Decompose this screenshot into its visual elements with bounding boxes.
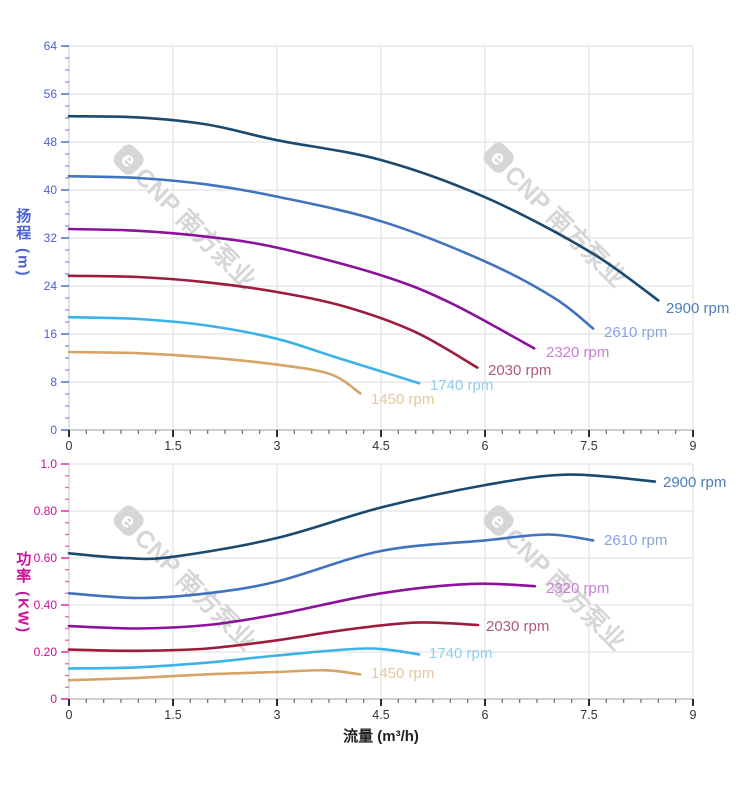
curve-1450-rpm <box>67 668 362 682</box>
y-tick-label: 64 <box>44 39 58 53</box>
y-tick-label: 0 <box>50 423 57 437</box>
x-tick-label: 0 <box>66 439 73 453</box>
y-tick-label: 56 <box>44 87 58 101</box>
head-chart: 0 8 16 24 32 40 48 56 64 0 1.5 3 4.5 6 7.5 9 2900 rpm 261… <box>44 39 730 453</box>
y-tick-label: 0 <box>50 692 57 706</box>
curve-2320-rpm <box>67 227 536 350</box>
y-tick-label: 8 <box>50 375 57 389</box>
x-tick-label: 0 <box>66 708 73 722</box>
power-axis-title-text: 功率 (KW) <box>14 551 32 635</box>
curve-1740-rpm <box>67 315 421 385</box>
curve-label-2900-rpm: 2900 rpm <box>666 300 729 317</box>
power-chart: 0 0.20 0.40 0.60 0.80 1.0 0 1.5 3 4.5 6 7.5 9 2900 rp… <box>34 457 727 722</box>
curve-2900-rpm <box>67 473 657 561</box>
curve-2610-rpm <box>67 533 595 600</box>
curve-label-2030-rpm: 2030 rpm <box>488 362 551 379</box>
y-tick-label: 0.80 <box>34 504 58 518</box>
curve-label-2900-rpm: 2900 rpm <box>663 474 726 491</box>
curve-1740-rpm <box>67 647 421 670</box>
curve-label-1450-rpm: 1450 rpm <box>371 665 434 682</box>
y-tick-label: 48 <box>44 135 58 149</box>
y-tick-label: 0.60 <box>34 551 58 565</box>
x-tick-label: 7.5 <box>580 708 597 722</box>
y-tick-label: 0.20 <box>34 645 58 659</box>
y-tick-label: 24 <box>44 279 58 293</box>
x-tick-label: 3 <box>274 708 281 722</box>
curve-label-1740-rpm: 1740 rpm <box>429 645 492 662</box>
power-axis-title: 功率 (KW) <box>14 551 31 634</box>
head-axis-title-text: 扬程 (m) <box>14 208 32 278</box>
curve-label-2320-rpm: 2320 rpm <box>546 580 609 597</box>
x-tick-label: 9 <box>690 439 697 453</box>
y-tick-label: 1.0 <box>40 457 57 471</box>
curve-2610-rpm <box>67 174 595 330</box>
curve-label-2030-rpm: 2030 rpm <box>486 618 549 635</box>
x-tick-label: 3 <box>274 439 281 453</box>
x-tick-label: 9 <box>690 708 697 722</box>
curve-label-1740-rpm: 1740 rpm <box>430 377 493 394</box>
y-tick-label: 32 <box>44 231 58 245</box>
curve-label-1450-rpm: 1450 rpm <box>371 391 434 408</box>
curve-2030-rpm <box>67 274 479 369</box>
x-tick-label: 1.5 <box>164 439 181 453</box>
x-tick-label: 7.5 <box>580 439 597 453</box>
x-tick-label: 6 <box>482 708 489 722</box>
x-tick-label: 1.5 <box>164 708 181 722</box>
curve-label-2610-rpm: 2610 rpm <box>604 532 667 549</box>
curve-label-2610-rpm: 2610 rpm <box>604 324 667 341</box>
curve-2030-rpm <box>67 621 480 653</box>
x-tick-label: 4.5 <box>372 708 389 722</box>
y-tick-label: 16 <box>44 327 58 341</box>
curve-label-2320-rpm: 2320 rpm <box>546 344 609 361</box>
y-tick-label: 40 <box>44 183 58 197</box>
curve-1450-rpm <box>67 350 362 395</box>
curve-2320-rpm <box>67 582 537 630</box>
x-tick-label: 6 <box>482 439 489 453</box>
flow-axis-title: 流量 (m³/h) <box>343 728 419 745</box>
head-axis-title: 扬程 (m) <box>14 208 31 278</box>
y-tick-label: 0.40 <box>34 598 58 612</box>
x-tick-label: 4.5 <box>372 439 389 453</box>
curve-2900-rpm <box>67 114 660 302</box>
